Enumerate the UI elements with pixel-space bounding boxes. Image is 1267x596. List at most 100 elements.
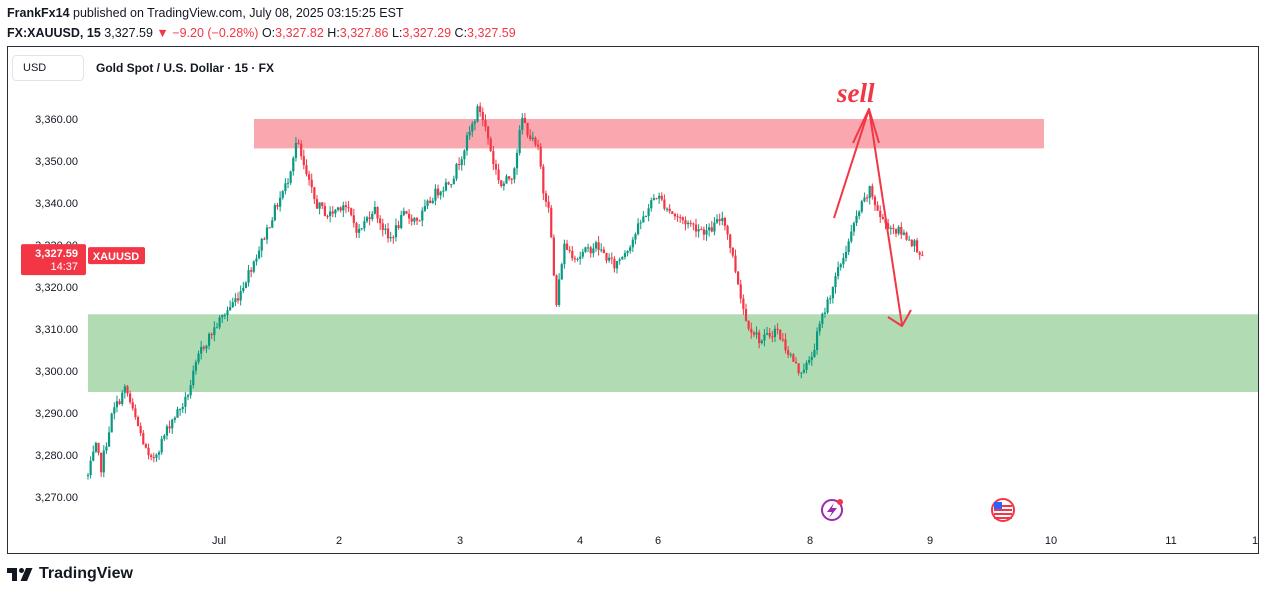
candle xyxy=(902,229,906,236)
candle xyxy=(879,205,882,223)
candle-body xyxy=(887,223,890,229)
candle-body xyxy=(758,332,761,344)
candle-body xyxy=(252,261,255,272)
candle-body xyxy=(615,261,619,269)
candle xyxy=(481,107,484,127)
candle-body xyxy=(584,247,587,252)
candle xyxy=(423,199,426,212)
candle-body xyxy=(547,201,550,208)
candle xyxy=(626,250,629,257)
candle-body xyxy=(118,401,121,404)
candle-body xyxy=(789,354,792,356)
candle-body xyxy=(150,455,153,458)
candle xyxy=(910,239,913,248)
candle-body xyxy=(86,475,90,477)
candle-body xyxy=(465,135,469,151)
candle-body xyxy=(315,199,319,209)
candle-body xyxy=(639,222,642,224)
candle-body xyxy=(281,191,284,198)
candle-body xyxy=(205,345,208,349)
candle-body xyxy=(713,222,716,232)
candle-body xyxy=(176,409,179,418)
candle xyxy=(673,212,677,220)
candle-body xyxy=(821,313,824,324)
candle xyxy=(331,205,334,218)
candle xyxy=(229,300,232,311)
candle-body xyxy=(913,240,916,247)
candle xyxy=(597,236,600,256)
candle xyxy=(118,398,121,406)
candle xyxy=(737,270,740,285)
candle xyxy=(850,224,853,244)
candle xyxy=(921,250,924,257)
candle xyxy=(918,250,921,260)
candle xyxy=(371,211,374,222)
candle-body xyxy=(605,252,608,261)
candle xyxy=(436,184,440,199)
candle xyxy=(300,140,303,160)
candle-body xyxy=(555,275,558,306)
candle xyxy=(808,356,811,365)
candle-body xyxy=(668,208,671,212)
candle-body xyxy=(876,205,879,211)
candle xyxy=(123,384,126,399)
candle-body xyxy=(229,306,232,311)
candle-body xyxy=(697,229,700,232)
open-label: O: xyxy=(261,26,276,40)
candle-body xyxy=(113,407,116,414)
candle-body xyxy=(773,328,777,337)
candle xyxy=(755,326,758,339)
candle-body xyxy=(636,223,640,235)
candle-body xyxy=(418,220,421,222)
candle-body xyxy=(544,193,548,202)
candle-body xyxy=(313,187,316,200)
candle-body xyxy=(918,252,921,255)
sell-arrow-tail xyxy=(852,108,880,144)
candle xyxy=(815,327,819,355)
candle xyxy=(647,203,650,222)
candle xyxy=(289,170,292,185)
candle-body xyxy=(365,217,369,222)
candle xyxy=(260,238,263,258)
candle-body xyxy=(881,216,884,219)
candle-body xyxy=(200,346,203,354)
candle-body xyxy=(173,417,176,420)
candle-body xyxy=(586,247,590,249)
candle xyxy=(376,206,379,224)
candle-body xyxy=(255,258,258,262)
candle xyxy=(586,243,590,253)
candle xyxy=(576,257,579,262)
candle xyxy=(792,353,795,362)
candle-body xyxy=(852,223,856,232)
candle-body xyxy=(731,247,734,256)
currency-button[interactable]: USD xyxy=(12,55,84,81)
candle xyxy=(539,143,542,170)
candle xyxy=(400,210,403,230)
candle-body xyxy=(329,211,332,217)
candle-body xyxy=(689,222,692,224)
candle-body xyxy=(815,331,819,351)
candle xyxy=(476,104,479,123)
candle xyxy=(765,326,769,336)
candle xyxy=(602,246,605,254)
candle-body xyxy=(142,433,145,445)
chart-legend-title: Gold Spot / U.S. Dollar · 15 · FX xyxy=(96,61,275,75)
candle-body xyxy=(494,164,498,170)
candle-body xyxy=(534,137,537,145)
price-chart[interactable]: 3,270.00 3,280.00 3,290.00 3,300.00 3,310.00… xyxy=(8,47,1258,553)
candle xyxy=(650,197,653,212)
candle xyxy=(165,424,169,440)
candle-body xyxy=(813,350,816,358)
author-name[interactable]: FrankFx14 xyxy=(7,6,70,20)
candle-body xyxy=(102,450,105,473)
candle-body xyxy=(215,327,219,329)
candle xyxy=(705,224,708,241)
tradingview-brand[interactable]: TradingView xyxy=(7,565,133,583)
candle-body xyxy=(242,287,245,292)
symbol-tag xyxy=(88,247,145,265)
symbol-tag-label: XAUUSD xyxy=(93,251,140,263)
x-tick-label: Jul xyxy=(212,535,226,547)
candle xyxy=(505,174,508,184)
tradingview-logo-icon xyxy=(7,568,33,581)
y-tick-label: 3,290.00 xyxy=(35,408,78,420)
